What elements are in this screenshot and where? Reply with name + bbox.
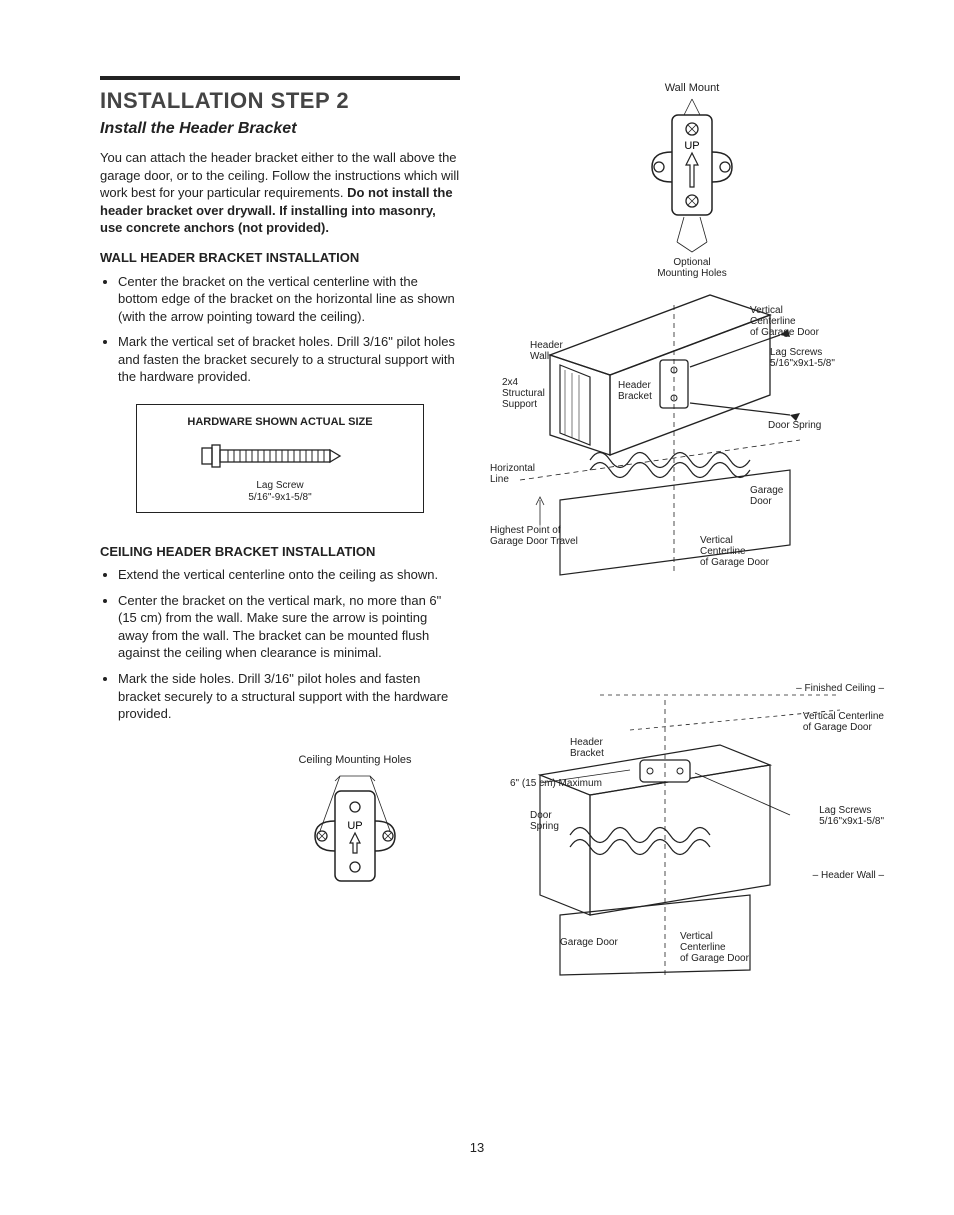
- highest-point-label: Highest Point of Garage Door Travel: [490, 525, 578, 547]
- wall-bullet-item: Mark the vertical set of bracket holes. …: [118, 333, 460, 386]
- vert-center-bottom-label: Vertical Centerline of Garage Door: [700, 535, 769, 568]
- ceiling-bullet-item: Mark the side holes. Drill 3/16" pilot h…: [118, 670, 460, 723]
- svg-text:UP: UP: [684, 140, 699, 152]
- optional-mounting-label: Optional Mounting Holes: [622, 257, 762, 279]
- ceiling-header-diagram: – Finished Ceiling – Vertical Centerline…: [490, 675, 894, 985]
- hardware-box-title: HARDWARE SHOWN ACTUAL SIZE: [145, 415, 415, 430]
- ceiling-section-heading: CEILING HEADER BRACKET INSTALLATION: [100, 543, 460, 561]
- ceil-vert-center-label: Vertical Centerline of Garage Door: [803, 711, 884, 733]
- wall-mount-figure: Wall Mount: [622, 82, 762, 279]
- garage-door-label: Garage Door: [750, 485, 783, 507]
- structural-label: 2x4 Structural Support: [502, 377, 545, 410]
- step-subtitle: Install the Header Bracket: [100, 118, 460, 140]
- two-column-layout: INSTALLATION STEP 2 Install the Header B…: [100, 82, 894, 985]
- page-number: 13: [0, 1140, 954, 1155]
- door-spring-label: Door Spring: [768, 420, 821, 431]
- step-title: INSTALLATION STEP 2: [100, 86, 460, 116]
- ceil-vert-bottom-label: Vertical Centerline of Garage Door: [680, 931, 749, 964]
- hardware-label-1: Lag Screw: [145, 480, 415, 492]
- intro-paragraph: You can attach the header bracket either…: [100, 149, 460, 237]
- header-wall-label: Header Wall: [530, 340, 563, 362]
- wall-bullet-list: Center the bracket on the vertical cente…: [100, 273, 460, 386]
- wall-bullet-item: Center the bracket on the vertical cente…: [118, 273, 460, 326]
- finished-ceiling-label: – Finished Ceiling –: [796, 683, 884, 694]
- title-rule: [100, 76, 460, 80]
- ceiling-holes-caption: Ceiling Mounting Holes: [270, 753, 440, 768]
- six-inch-label: 6" (15 cm) Maximum: [510, 778, 602, 789]
- ceil-header-bracket-label: Header Bracket: [570, 737, 604, 759]
- ceil-header-wall-label: – Header Wall –: [813, 870, 884, 881]
- horizontal-line-label: Horizontal Line: [490, 463, 535, 485]
- hardware-label-2: 5/16"-9x1-5/8": [145, 492, 415, 504]
- ceiling-holes-figure: Ceiling Mounting Holes: [270, 753, 440, 892]
- ceil-door-spring-label: Door Spring: [530, 810, 559, 832]
- ceiling-bullet-item: Extend the vertical centerline onto the …: [118, 566, 460, 584]
- hardware-box: HARDWARE SHOWN ACTUAL SIZE: [136, 404, 424, 513]
- wall-section-heading: WALL HEADER BRACKET INSTALLATION: [100, 249, 460, 267]
- document-page: INSTALLATION STEP 2 Install the Header B…: [0, 0, 954, 1215]
- ceil-garage-door-label: Garage Door: [560, 937, 618, 948]
- header-bracket-label: Header Bracket: [618, 380, 652, 402]
- wall-header-diagram: Header Wall 2x4 Structural Support Heade…: [490, 285, 894, 585]
- lag-screw-icon: [200, 438, 360, 474]
- lag-screws-label: Lag Screws 5/16"x9x1-5/8": [770, 347, 835, 369]
- left-column: INSTALLATION STEP 2 Install the Header B…: [100, 82, 460, 985]
- right-column: Wall Mount: [490, 82, 894, 985]
- vert-centerline-label: Vertical Centerline of Garage Door: [750, 305, 819, 338]
- wall-mount-label: Wall Mount: [622, 82, 762, 94]
- up-label: UP: [347, 820, 362, 832]
- ceil-lag-screws-label: Lag Screws 5/16"x9x1-5/8": [819, 805, 884, 827]
- ceiling-bracket-icon: UP: [300, 771, 410, 891]
- wall-bracket-icon: UP: [622, 97, 762, 257]
- ceiling-bullet-list: Extend the vertical centerline onto the …: [100, 566, 460, 722]
- ceiling-bullet-item: Center the bracket on the vertical mark,…: [118, 592, 460, 662]
